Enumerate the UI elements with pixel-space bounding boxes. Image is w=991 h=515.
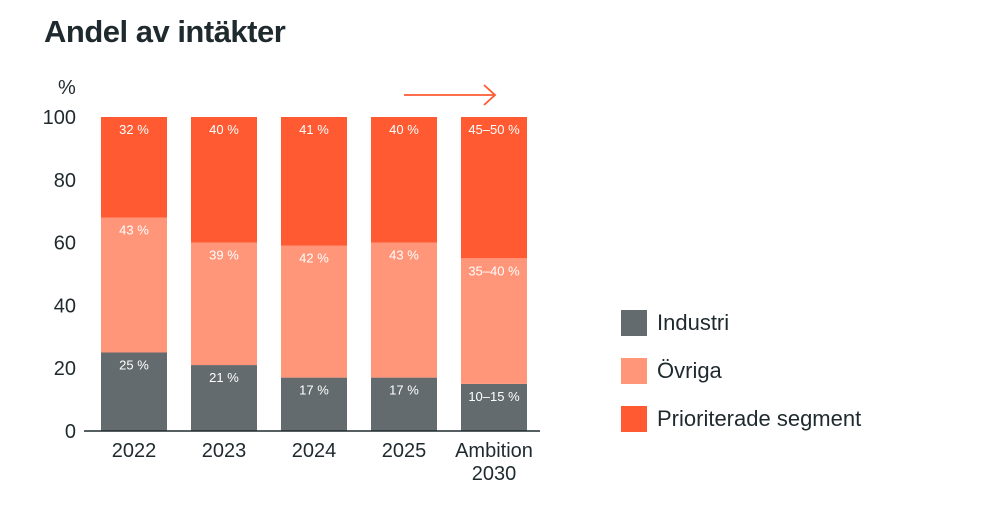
y-tick-label: 100 <box>43 107 76 129</box>
arrow-head <box>483 84 497 106</box>
bar-segment <box>101 217 167 353</box>
bar-data-label: 40 % <box>209 122 239 137</box>
bar-segment <box>191 242 257 366</box>
bar-data-label: 17 % <box>299 383 329 398</box>
bar-data-label: 42 % <box>299 251 329 266</box>
bar-segment <box>281 245 347 378</box>
bar-data-label: 40 % <box>389 122 419 137</box>
bar-segment <box>371 117 437 243</box>
legend-label-prioriterade-segment: Prioriterade segment <box>657 406 862 431</box>
bar-data-label: 41 % <box>299 122 329 137</box>
bar-data-label: 21 % <box>209 370 239 385</box>
bar-data-label: 45–50 % <box>468 122 520 137</box>
bar-data-label: 43 % <box>119 222 149 237</box>
bar-segment <box>281 117 347 246</box>
bar-segment <box>101 117 167 218</box>
y-axis-unit-label: % <box>58 77 76 99</box>
bar-segment <box>101 352 167 431</box>
y-tick-label: 60 <box>54 233 76 255</box>
legend-item-prioriterade-segment: Prioriterade segment <box>621 406 861 432</box>
ambition-arrow <box>404 84 497 106</box>
y-tick-label: 20 <box>54 358 76 380</box>
x-tick-label: 2030 <box>472 463 517 485</box>
legend-swatch-industri <box>621 310 647 336</box>
legend-label-industri: Industri <box>657 310 730 335</box>
bar-data-label: 10–15 % <box>468 389 520 404</box>
bar-segment <box>461 117 527 259</box>
x-tick-label: 2024 <box>292 440 337 462</box>
bar-data-label: 17 % <box>389 383 419 398</box>
x-tick-label: 2025 <box>382 440 427 462</box>
bar-segment <box>281 377 347 431</box>
legend-swatch-prioriterade-segment <box>621 406 647 432</box>
bar-segment <box>461 258 527 384</box>
bar-segment <box>371 377 437 431</box>
bar-data-label: 39 % <box>209 248 239 263</box>
bar-segment <box>191 117 257 243</box>
x-tick-label: 2022 <box>112 440 157 462</box>
y-tick-label: 80 <box>54 170 76 192</box>
legend-item-industri: Industri <box>621 310 861 336</box>
legend-item-ovriga: Övriga <box>621 358 861 384</box>
bar-segment <box>191 365 257 431</box>
bar-data-label: 35–40 % <box>468 263 520 278</box>
legend-label-ovriga: Övriga <box>657 358 722 383</box>
chart-title: Andel av intäkter <box>44 14 286 49</box>
y-axis: % 0 20 40 60 80 100 <box>43 77 76 443</box>
x-tick-label: Ambition <box>455 440 533 462</box>
bar-data-label: 25 % <box>119 358 149 373</box>
bar-segment <box>461 383 527 431</box>
bar-segment <box>371 242 437 378</box>
y-tick-label: 40 <box>54 295 76 317</box>
bars: 25 % 43 % 32 % 21 % 39 % 40 % 17 % 42 % 41 % 17 %… <box>101 117 527 431</box>
legend-swatch-ovriga <box>621 358 647 384</box>
x-tick-label: 2023 <box>202 440 247 462</box>
bar-data-label: 43 % <box>389 248 419 263</box>
bar-data-label: 32 % <box>119 122 149 137</box>
legend: Industri Övriga Prioriterade segment <box>621 310 861 454</box>
y-tick-label: 0 <box>65 421 76 443</box>
